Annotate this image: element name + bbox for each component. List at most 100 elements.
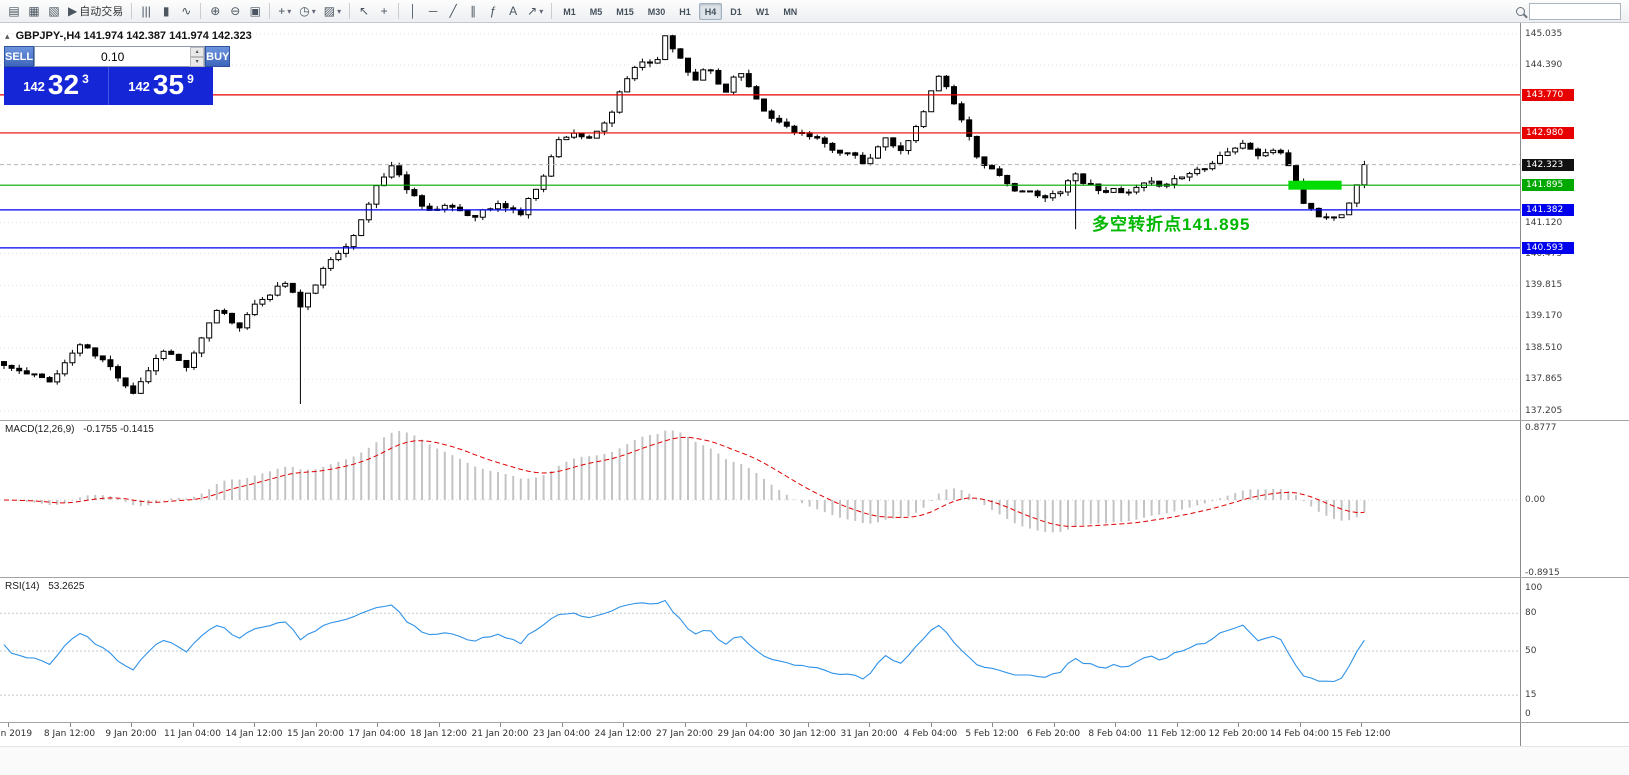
timeframe-d1-button[interactable]: D1 bbox=[730, 6, 742, 17]
tile-windows-button[interactable]: ▣ bbox=[245, 2, 265, 21]
rsi-label: RSI(14) 53.2625 bbox=[5, 581, 84, 592]
time-axis-label: 23 Jan 04:00 bbox=[533, 729, 590, 739]
cursor-button[interactable]: ↖ bbox=[354, 2, 374, 21]
time-axis[interactable]: 7 Jan 2019 8 Jan 12:00 9 Jan 20:00 11 Jan 0… bbox=[0, 723, 1520, 746]
sell-button[interactable]: SELL bbox=[4, 46, 35, 67]
fibonacci-button[interactable]: ƒ bbox=[483, 2, 503, 21]
candlestick-chart-canvas[interactable] bbox=[0, 23, 1520, 420]
macd-chart-canvas[interactable] bbox=[0, 421, 1520, 577]
line-chart-button[interactable]: ∿ bbox=[176, 2, 196, 21]
time-axis-tick bbox=[1176, 723, 1178, 727]
rsi-pane[interactable]: RSI(14) 53.2625 bbox=[0, 578, 1520, 722]
bar-chart-button[interactable]: ||| bbox=[136, 2, 156, 21]
axis-scale-label: 0.8777 bbox=[1525, 423, 1557, 434]
crosshair-button[interactable]: + bbox=[374, 2, 394, 21]
timeframe-m1-button[interactable]: M1 bbox=[563, 6, 576, 17]
time-axis-label: 4 Feb 04:00 bbox=[903, 729, 958, 739]
trendline-button[interactable]: ╱ bbox=[443, 2, 463, 21]
search-icon bbox=[1516, 6, 1525, 16]
horizontal-line-button[interactable]: ─ bbox=[423, 2, 443, 21]
arrows-button[interactable]: ↗ ▾ bbox=[523, 2, 547, 21]
macd-label: MACD(12,26,9) -0.1755 -0.1415 bbox=[5, 424, 154, 435]
profiles-button[interactable]: ▧ bbox=[44, 2, 64, 21]
time-axis-tick bbox=[192, 723, 194, 727]
rsi-value: 53.2625 bbox=[48, 581, 85, 592]
time-axis-tick bbox=[1115, 723, 1116, 727]
timeframe-h1-button[interactable]: H1 bbox=[679, 6, 691, 17]
toolbar-buttons-group: ▤ ▦ ▧ ▶ 自动交易 ||| ▮ ∿ ⊕ ⊖ ▣ + ▾ ◷ ▾ ▨ ▾ ↖ + │ ─ ╱ ∥ ƒ A ↗ ▾ bbox=[4, 0, 556, 22]
periods-button[interactable]: ◷ ▾ bbox=[295, 2, 320, 21]
trendline-icon: ╱ bbox=[449, 4, 457, 18]
chevron-down-icon: ▾ bbox=[287, 6, 292, 16]
chevron-down-icon: ▾ bbox=[539, 6, 544, 16]
pivot-annotation: 多空转折点141.895 bbox=[1092, 215, 1251, 234]
sell-price-big: 32 bbox=[47, 69, 80, 100]
search-input[interactable] bbox=[1529, 2, 1621, 20]
time-axis-tick bbox=[377, 723, 378, 727]
equidistant-channel-button[interactable]: ∥ bbox=[463, 2, 483, 21]
zoom-in-button[interactable]: ⊕ bbox=[205, 2, 225, 21]
autotrading-button[interactable]: ▶ 自动交易 bbox=[64, 2, 127, 21]
time-axis-label: 12 Feb 20:00 bbox=[1208, 729, 1268, 739]
horizontal-line-icon: ─ bbox=[428, 4, 438, 18]
price-axis[interactable]: 145.035144.390141.120140.475139.815139.1… bbox=[1520, 23, 1629, 746]
time-axis-label: 7 Jan 2019 bbox=[0, 729, 33, 739]
autotrading-icon: ▶ bbox=[68, 4, 78, 18]
line-chart-icon: ∿ bbox=[181, 4, 192, 18]
time-axis-tick bbox=[746, 723, 747, 727]
rsi-chart-canvas[interactable] bbox=[0, 578, 1520, 722]
time-axis-label: 24 Jan 12:00 bbox=[594, 729, 652, 739]
time-axis-tick bbox=[1238, 723, 1239, 727]
lot-size-stepper: ▴ ▾ bbox=[190, 47, 205, 67]
time-axis-label: 27 Jan 20:00 bbox=[656, 729, 713, 739]
new-chart-button[interactable]: ▦ bbox=[24, 2, 44, 21]
price-chart-pane[interactable]: ▴ GBPJPY-,H4 141.974 142.387 141.974 142… bbox=[0, 23, 1520, 420]
timeframe-mn-button[interactable]: MN bbox=[783, 6, 798, 17]
buy-price[interactable]: 142 35 9 bbox=[109, 67, 213, 105]
indicators-button[interactable]: + ▾ bbox=[274, 2, 295, 21]
new-order-button[interactable]: ▤ bbox=[4, 2, 24, 21]
axis-scale-label: 100 bbox=[1525, 583, 1543, 593]
vertical-line-button[interactable]: │ bbox=[403, 2, 423, 21]
timeframe-h4-button[interactable]: H4 bbox=[698, 2, 723, 20]
cursor-icon: ↖ bbox=[359, 4, 370, 18]
timeframe-m15-button[interactable]: M15 bbox=[616, 6, 634, 17]
one-click-collapse-icon[interactable]: ▴ bbox=[5, 31, 10, 41]
pane-separator[interactable] bbox=[0, 577, 1629, 578]
lot-up-button[interactable]: ▴ bbox=[190, 47, 205, 57]
toolbar-separator bbox=[349, 3, 351, 19]
zoom-out-button[interactable]: ⊖ bbox=[225, 2, 245, 21]
toolbar-search bbox=[1516, 2, 1621, 20]
templates-button[interactable]: ▨ ▾ bbox=[320, 2, 345, 21]
toolbar-separator bbox=[200, 3, 202, 19]
timeframe-buttons-group: M1 M5 M15 M30 H1 H4 D1 W1 MN bbox=[556, 0, 804, 22]
time-axis-label: 5 Feb 12:00 bbox=[965, 729, 1019, 739]
time-axis-label: 6 Feb 20:00 bbox=[1026, 729, 1081, 739]
timeframe-w1-button[interactable]: W1 bbox=[755, 6, 770, 17]
time-axis-label: 29 Jan 04:00 bbox=[717, 729, 775, 739]
text-label-icon: A bbox=[509, 4, 518, 18]
lot-down-button[interactable]: ▾ bbox=[190, 57, 205, 67]
buy-button[interactable]: BUY bbox=[205, 46, 231, 67]
time-axis-tick bbox=[807, 723, 809, 727]
text-label-button[interactable]: A bbox=[503, 2, 523, 21]
pane-separator[interactable] bbox=[0, 420, 1629, 421]
axis-scale-label: -0.8915 bbox=[1525, 568, 1560, 579]
time-axis-tick bbox=[684, 723, 686, 727]
time-axis-label: 21 Jan 20:00 bbox=[471, 729, 529, 739]
level-price-badge: 140.593 bbox=[1522, 241, 1574, 254]
macd-pane[interactable]: MACD(12,26,9) -0.1755 -0.1415 bbox=[0, 421, 1520, 577]
axis-scale-label: 137.865 bbox=[1525, 374, 1563, 385]
time-axis-tick bbox=[1361, 723, 1362, 727]
new-chart-icon: ▦ bbox=[28, 4, 40, 18]
sell-price[interactable]: 142 32 3 bbox=[4, 67, 108, 105]
candlestick-chart-button[interactable]: ▮ bbox=[156, 2, 176, 21]
lot-size-input[interactable] bbox=[35, 47, 191, 66]
zoom-in-icon: ⊕ bbox=[210, 4, 221, 18]
rsi-name: RSI(14) bbox=[5, 581, 40, 592]
timeframe-m30-button[interactable]: M30 bbox=[647, 6, 666, 17]
time-axis-tick bbox=[1299, 723, 1301, 727]
timeframe-m5-button[interactable]: M5 bbox=[589, 6, 603, 17]
indicators-icon: + bbox=[278, 4, 286, 18]
toolbar-separator bbox=[131, 3, 133, 19]
